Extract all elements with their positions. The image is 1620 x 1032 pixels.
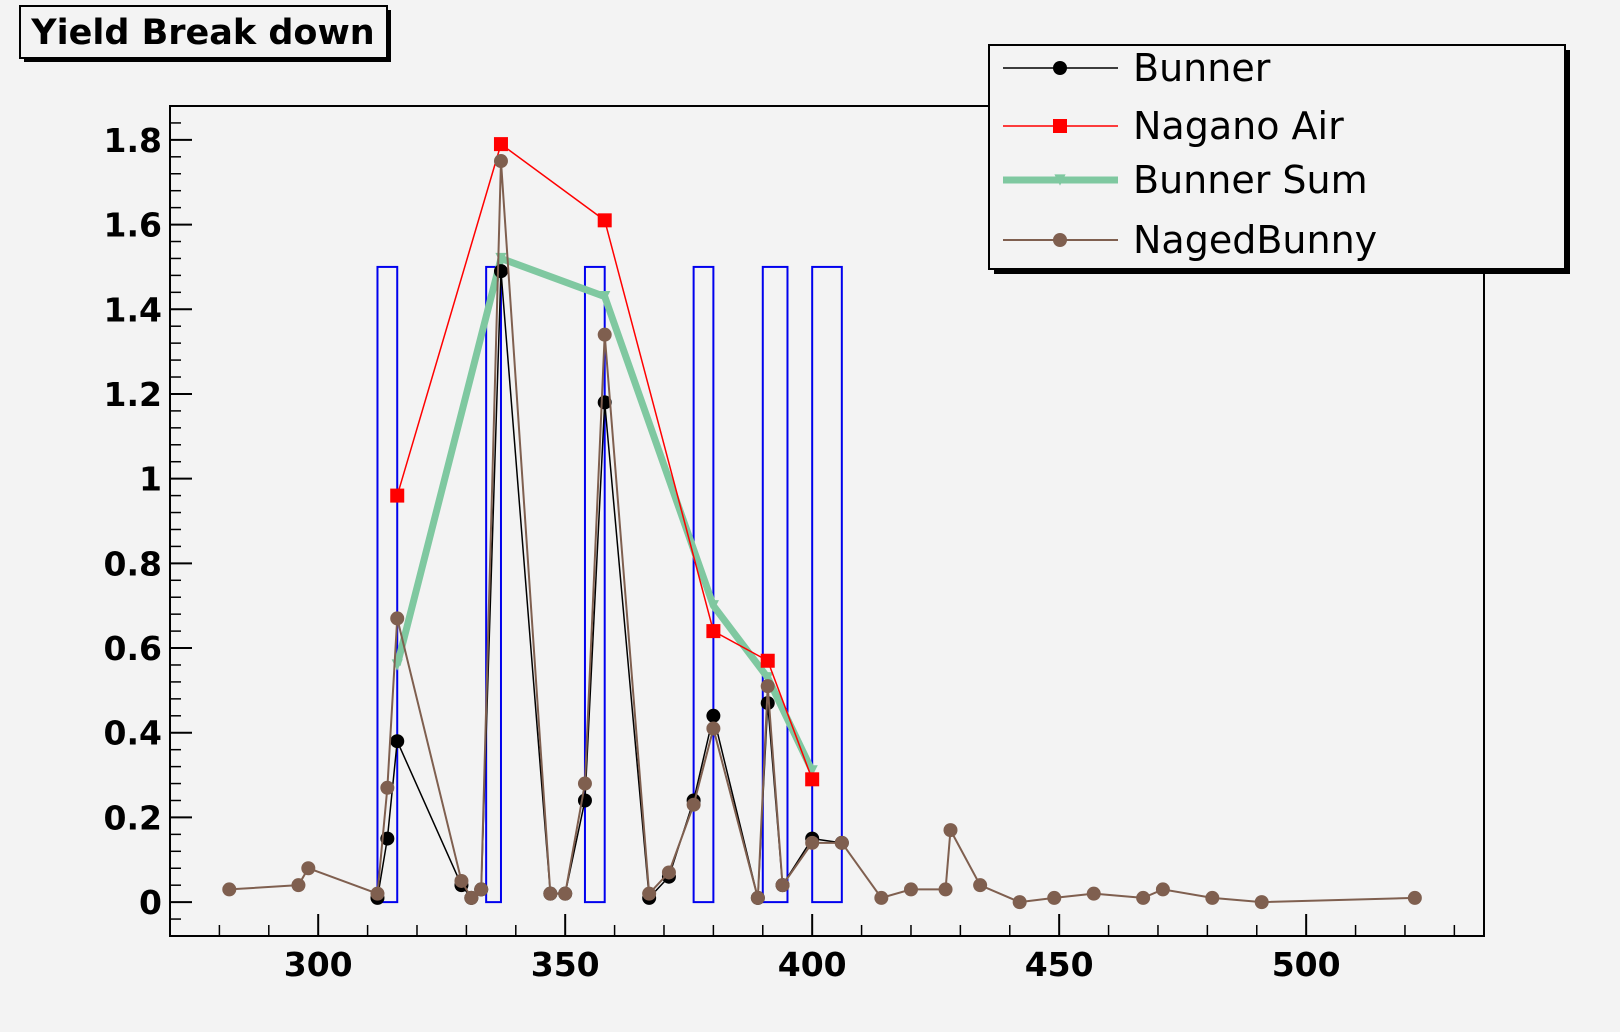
- data-point: [805, 772, 820, 787]
- data-point: [1047, 890, 1062, 905]
- data-point: [943, 823, 958, 838]
- data-point: [805, 835, 820, 850]
- y-tick-label: 1.6: [104, 206, 162, 245]
- legend-label: Nagano Air: [1133, 104, 1344, 148]
- data-point: [474, 882, 489, 897]
- window-box: [376, 265, 399, 904]
- series-nagedbunny: [222, 154, 1422, 910]
- data-point: [686, 797, 701, 812]
- data-point: [543, 886, 558, 901]
- legend-label: Bunner: [1133, 46, 1271, 90]
- y-tick-label: 1.2: [104, 375, 162, 414]
- x-tick-label: 500: [1272, 945, 1341, 984]
- data-point: [806, 765, 818, 777]
- data-point: [597, 327, 612, 342]
- y-tick-label: 0.2: [104, 798, 162, 837]
- window-box: [811, 265, 843, 904]
- data-point: [760, 679, 775, 694]
- y-tick-label: 1.8: [104, 121, 162, 160]
- title-box: Yield Break down: [19, 5, 391, 62]
- data-point: [775, 878, 790, 893]
- data-point: [760, 653, 775, 668]
- data-point: [834, 835, 849, 850]
- window-boxes: [376, 265, 843, 904]
- y-tick-label: 1: [139, 460, 162, 499]
- window-box: [692, 265, 715, 904]
- data-point: [707, 600, 719, 612]
- data-point: [291, 878, 306, 893]
- data-point: [1254, 895, 1269, 910]
- data-point: [464, 890, 479, 905]
- x-tick-label: 400: [778, 945, 847, 984]
- data-point: [1012, 895, 1027, 910]
- data-point: [493, 137, 508, 152]
- data-point: [390, 611, 405, 626]
- y-tick-label: 0: [139, 883, 162, 922]
- y-tick-label: 0.6: [104, 629, 162, 668]
- x-tick-label: 350: [531, 945, 600, 984]
- data-point: [661, 865, 676, 880]
- legend-label: Bunner Sum: [1133, 158, 1368, 202]
- window-box: [761, 265, 789, 904]
- data-point: [1155, 882, 1170, 897]
- data-point: [597, 213, 612, 228]
- data-point: [493, 154, 508, 169]
- data-point: [874, 890, 889, 905]
- data-point: [493, 264, 508, 279]
- data-point: [706, 624, 721, 639]
- series-line: [393, 254, 816, 773]
- data-point: [1053, 233, 1067, 247]
- x-tick-label: 450: [1025, 945, 1094, 984]
- data-point: [558, 886, 573, 901]
- data-point: [903, 882, 918, 897]
- data-point: [1054, 174, 1066, 186]
- data-point: [380, 780, 395, 795]
- data-point: [642, 886, 657, 901]
- data-point: [301, 861, 316, 876]
- data-point: [454, 873, 469, 888]
- series-layer: [222, 137, 1422, 910]
- data-point: [973, 878, 988, 893]
- legend-entry: Nagano Air: [1003, 104, 1344, 148]
- legend-entry: Bunner: [1003, 46, 1271, 90]
- data-point: [706, 708, 721, 723]
- y-tick-label: 0.4: [104, 714, 162, 753]
- window-box: [485, 265, 502, 904]
- data-point: [390, 734, 405, 749]
- data-point: [1407, 890, 1422, 905]
- data-point: [706, 721, 721, 736]
- data-point: [1053, 119, 1067, 133]
- series-line: [396, 143, 813, 780]
- x-tick-label: 300: [284, 945, 353, 984]
- data-point: [1053, 61, 1067, 75]
- data-point: [1086, 886, 1101, 901]
- data-point: [222, 882, 237, 897]
- axes: 0 0.2 0.4 0.6 0.8 1 1.2 1.4 1.6 1.8 300 350 400 450 50…: [104, 121, 1456, 984]
- data-point: [750, 890, 765, 905]
- data-point: [577, 776, 592, 791]
- data-point: [370, 886, 385, 901]
- window-box: [583, 265, 606, 904]
- legend-label: NagedBunny: [1133, 218, 1377, 262]
- chart-title: Yield Break down: [30, 13, 374, 53]
- data-point: [1205, 890, 1220, 905]
- y-tick-label: 0.8: [104, 544, 162, 583]
- data-point: [938, 882, 953, 897]
- y-tick-label: 1.4: [104, 290, 162, 329]
- data-point: [1136, 890, 1151, 905]
- data-point: [599, 290, 611, 303]
- data-point: [762, 672, 774, 684]
- series-nagano-air: [390, 137, 820, 787]
- data-point: [390, 488, 405, 503]
- plot-frame: [169, 105, 1485, 937]
- series-line: [376, 270, 842, 899]
- legend-entry: NagedBunny: [1003, 218, 1377, 262]
- legend: Bunner Nagano Air Bunner Sum NagedBunny: [988, 44, 1570, 274]
- legend-entry: Bunner Sum: [1003, 158, 1368, 202]
